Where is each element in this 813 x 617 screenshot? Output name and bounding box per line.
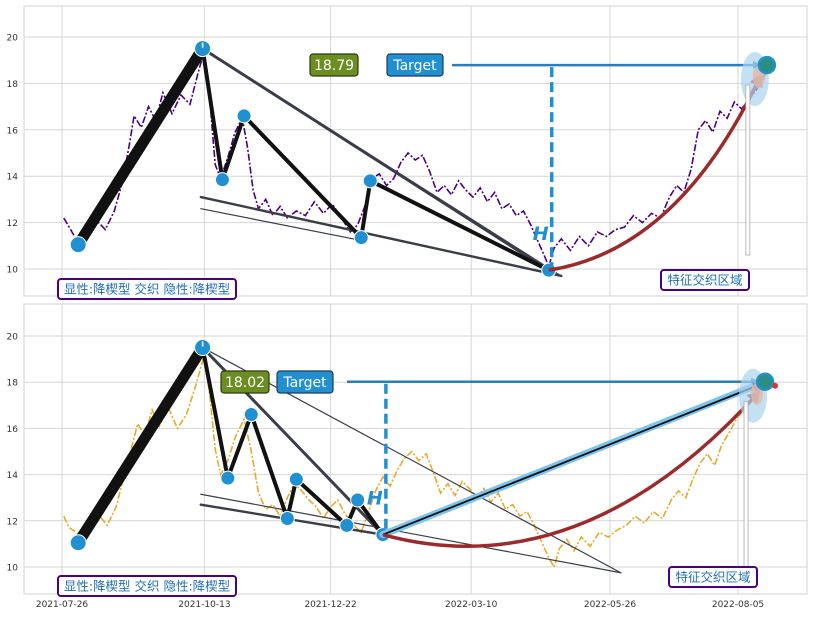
wedge-trendline xyxy=(200,493,622,574)
pivot-point xyxy=(214,172,230,188)
panel-top: 10 12 14 16 18 20 H 18.79 Target 显性:降楔型 交织 隐性:降楔型… xyxy=(7,5,808,300)
y-tick-label: 14 xyxy=(7,173,19,183)
feature-zone-annotation-box xyxy=(660,269,750,291)
pivot-point xyxy=(350,492,366,508)
wedge-trendline xyxy=(200,208,366,242)
target-point xyxy=(755,372,775,391)
current-value-box xyxy=(220,370,270,394)
target-label-box xyxy=(276,370,334,394)
pivot-point xyxy=(339,517,355,533)
pivot-point xyxy=(243,407,259,423)
pivot-point xyxy=(279,510,295,526)
breakout-marker-label: H xyxy=(533,223,549,245)
pivot-point xyxy=(353,230,369,246)
target-path-arrow xyxy=(548,73,763,272)
current-value-label: 18.02 xyxy=(225,375,265,391)
pattern-annotation-box xyxy=(57,278,237,300)
pattern-annotation-label: 显性:降楔型 交织 隐性:降楔型 xyxy=(64,579,230,594)
price-series-line xyxy=(63,50,768,270)
target-marker-dot xyxy=(772,382,779,389)
pattern-annotation-label: 显性:降楔型 交织 隐性:降楔型 xyxy=(64,282,230,297)
x-tick-label: 2021-12-22 xyxy=(304,600,356,610)
x-tick-label: 2021-07-26 xyxy=(36,600,89,610)
pattern-annotation-box xyxy=(57,575,237,597)
wedge-trendline xyxy=(202,47,562,277)
target-label: Target xyxy=(392,58,437,74)
pivot-point xyxy=(69,534,87,552)
target-path-arrow xyxy=(382,390,761,548)
current-value-label: 18.79 xyxy=(314,58,354,74)
y-tick-label: 16 xyxy=(7,126,19,136)
target-label: Target xyxy=(282,375,327,391)
pivot-point xyxy=(194,339,212,357)
feature-zone-annotation-box xyxy=(668,566,758,588)
y-tick-label: 10 xyxy=(7,266,19,276)
plot-area xyxy=(23,303,808,595)
feature-zone-marker xyxy=(745,84,751,256)
zigzag-line xyxy=(200,48,550,272)
pivot-point xyxy=(220,470,236,486)
zigzag-impulse-leg xyxy=(72,342,209,549)
y-tick-label: 10 xyxy=(7,564,19,574)
x-tick-label: 2022-05-26 xyxy=(584,600,637,610)
feature-zone-marker xyxy=(743,401,749,578)
y-tick-label: 12 xyxy=(7,219,18,229)
pivot-point xyxy=(194,40,212,58)
current-value-box xyxy=(309,53,359,77)
y-tick-label: 18 xyxy=(7,80,19,90)
price-series-line xyxy=(63,354,766,570)
y-tick-label: 20 xyxy=(7,34,19,44)
x-tick-label: 2021-10-13 xyxy=(178,600,230,610)
feature-zone-annotation-label: 特征交织区域 xyxy=(675,570,750,585)
wedge-trendline xyxy=(199,195,563,278)
y-tick-label: 14 xyxy=(7,471,19,481)
zigzag-impulse-leg xyxy=(72,43,209,251)
y-tick-label: 18 xyxy=(7,379,19,389)
projection-line xyxy=(382,382,763,536)
y-tick-label: 12 xyxy=(7,517,18,527)
y-tick-label: 20 xyxy=(7,333,19,343)
y-tick-label: 16 xyxy=(7,425,19,435)
pivot-point xyxy=(236,108,252,124)
feature-zone-annotation-label: 特征交织区域 xyxy=(667,273,742,288)
target-point xyxy=(757,55,777,75)
x-tick-label: 2022-08-05 xyxy=(712,600,764,610)
breakout-marker-label: H xyxy=(367,488,383,510)
pivot-point xyxy=(69,236,87,254)
target-label-box xyxy=(386,53,444,77)
pivot-point xyxy=(362,173,378,189)
pivot-point xyxy=(288,471,304,487)
x-tick-label: 2022-03-10 xyxy=(445,600,498,610)
panel-bottom: 10 12 14 16 18 20 2021-07-26 2021-10-13 2021-12-… xyxy=(7,303,808,610)
